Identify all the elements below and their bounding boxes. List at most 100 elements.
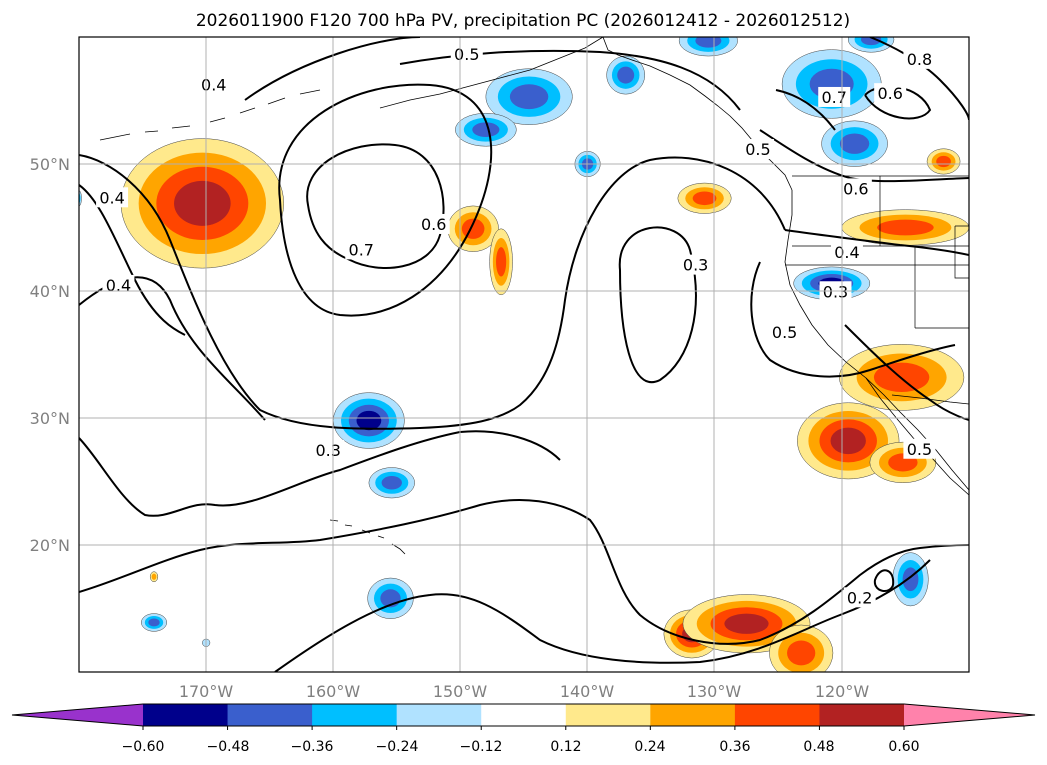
y-tick-label: 40°N (30, 282, 70, 301)
colorbar-tick-label: 0.36 (719, 739, 750, 755)
precip-shade-level (787, 640, 816, 666)
colorbar-swatch (819, 704, 905, 726)
precip-blob (769, 624, 834, 672)
contour-label: 0.7 (349, 240, 374, 259)
precip-shade-level (936, 155, 951, 168)
pv-contour-0.5-west (79, 184, 186, 336)
precipitation-shading (79, 37, 969, 672)
pv-contour-small-loop (873, 569, 895, 592)
precip-blob (841, 209, 969, 246)
aleutian-islands (99, 89, 321, 141)
precip-shade-level (174, 180, 231, 226)
precip-blob (847, 37, 895, 53)
precip-blob (892, 552, 929, 607)
contour-label: 0.3 (683, 256, 708, 275)
contour-label-bg (450, 43, 483, 64)
precip-shade-level (877, 219, 934, 236)
pv-contour-0.5-north (244, 37, 741, 111)
contour-label: 0.5 (772, 323, 797, 342)
contour-label: 0.3 (315, 441, 340, 460)
contour-label: 0.5 (907, 440, 932, 459)
contour-label: 0.6 (877, 84, 902, 103)
us-mexico-border (891, 394, 969, 405)
precip-shade-level (381, 475, 402, 490)
precip-blob (677, 182, 732, 214)
pv-contour-0.2-south (79, 499, 969, 645)
contour-label-bg (839, 178, 872, 199)
colorbar-extend-high (904, 704, 1035, 726)
precip-blob (455, 112, 517, 147)
contour-label-bg (903, 48, 936, 69)
contour-label-bg (903, 438, 936, 459)
precip-shade-level (356, 410, 382, 431)
colorbar-tick-label: −0.48 (207, 739, 250, 755)
borders (785, 175, 969, 405)
colorbar-swatch (143, 704, 229, 726)
colorbar-swatch (650, 704, 736, 726)
y-tick-labels: 20°N 30°N 40°N 50°N (30, 155, 70, 555)
pv-contour-0.3-loop (618, 226, 697, 384)
precip-blob (141, 613, 167, 632)
colorbar-swatch (227, 704, 313, 726)
precip-blob (678, 37, 738, 57)
pv-contour-0.4-main (79, 154, 786, 430)
precip-blob (489, 228, 513, 296)
precip-blob (120, 138, 284, 269)
pv-contour-0.2-se-loop (274, 559, 931, 672)
contour-label: 0.4 (201, 75, 226, 94)
us-state-borders (785, 176, 969, 329)
contour-label-bg (768, 321, 801, 342)
precip-blob (368, 467, 415, 499)
x-tick-label: 160°W (306, 682, 361, 701)
precip-blob (149, 571, 159, 583)
contour-label: 0.4 (106, 276, 131, 295)
x-tick-label: 170°W (179, 682, 234, 701)
y-tick-label: 50°N (30, 155, 70, 174)
chart-title: 2026011900 F120 700 hPa PV, precipitatio… (196, 11, 850, 31)
map-frame (78, 36, 970, 673)
precip-shade-level (151, 573, 157, 580)
colorbar-tick-labels: −0.60 −0.48 −0.36 −0.24 −0.12 0.12 0.24 … (122, 739, 920, 755)
precip-shade-level (509, 84, 549, 110)
contour-label: 0.4 (99, 188, 124, 207)
colorbar (11, 703, 1036, 730)
precip-blob (926, 148, 961, 175)
contour-label: 0.6 (421, 215, 446, 234)
x-tick-label: 130°W (687, 682, 742, 701)
x-tick-labels: 170°W 160°W 150°W 140°W 130°W 120°W (179, 682, 870, 701)
colorbar-tick-label: 0.12 (550, 739, 581, 755)
precip-blob (485, 68, 573, 125)
precip-shade-level (695, 37, 722, 48)
precip-blob (606, 55, 646, 95)
colorbar-swatch (734, 704, 820, 726)
contour-label-bg (679, 254, 712, 275)
colorbar-tick-label: −0.60 (122, 739, 165, 755)
precip-blob (447, 205, 499, 252)
colorbar-swatch (396, 704, 482, 726)
contour-label-bg (741, 139, 774, 160)
x-tick-label: 120°W (815, 682, 870, 701)
colorbar-extend-low (12, 704, 143, 726)
contour-label-bg (417, 213, 450, 234)
pv-contour-0.6-ring (278, 83, 493, 317)
colorbar-tick-label: −0.24 (376, 739, 419, 755)
precip-shade-level (472, 122, 500, 138)
colorbar-swatch (481, 704, 567, 726)
colorbar-tick-label: −0.36 (291, 739, 334, 755)
contour-label: 0.5 (454, 45, 479, 64)
contour-label: 0.5 (745, 140, 770, 159)
contour-label: 0.8 (907, 50, 932, 69)
precip-shade-level (148, 618, 160, 627)
contour-label: 0.2 (847, 588, 872, 607)
precip-blob (333, 392, 405, 449)
y-tick-label: 30°N (30, 409, 70, 428)
pv-contour-0.7-east (775, 89, 836, 131)
contour-label-bg (312, 440, 345, 461)
contour-label-bg (96, 187, 129, 208)
pv-contour-0.4-e (784, 229, 969, 256)
contour-label: 0.6 (843, 179, 868, 198)
precip-shade-level (902, 567, 919, 592)
pv-contour-0.3-south (79, 430, 561, 517)
y-tick-label: 20°N (30, 536, 70, 555)
